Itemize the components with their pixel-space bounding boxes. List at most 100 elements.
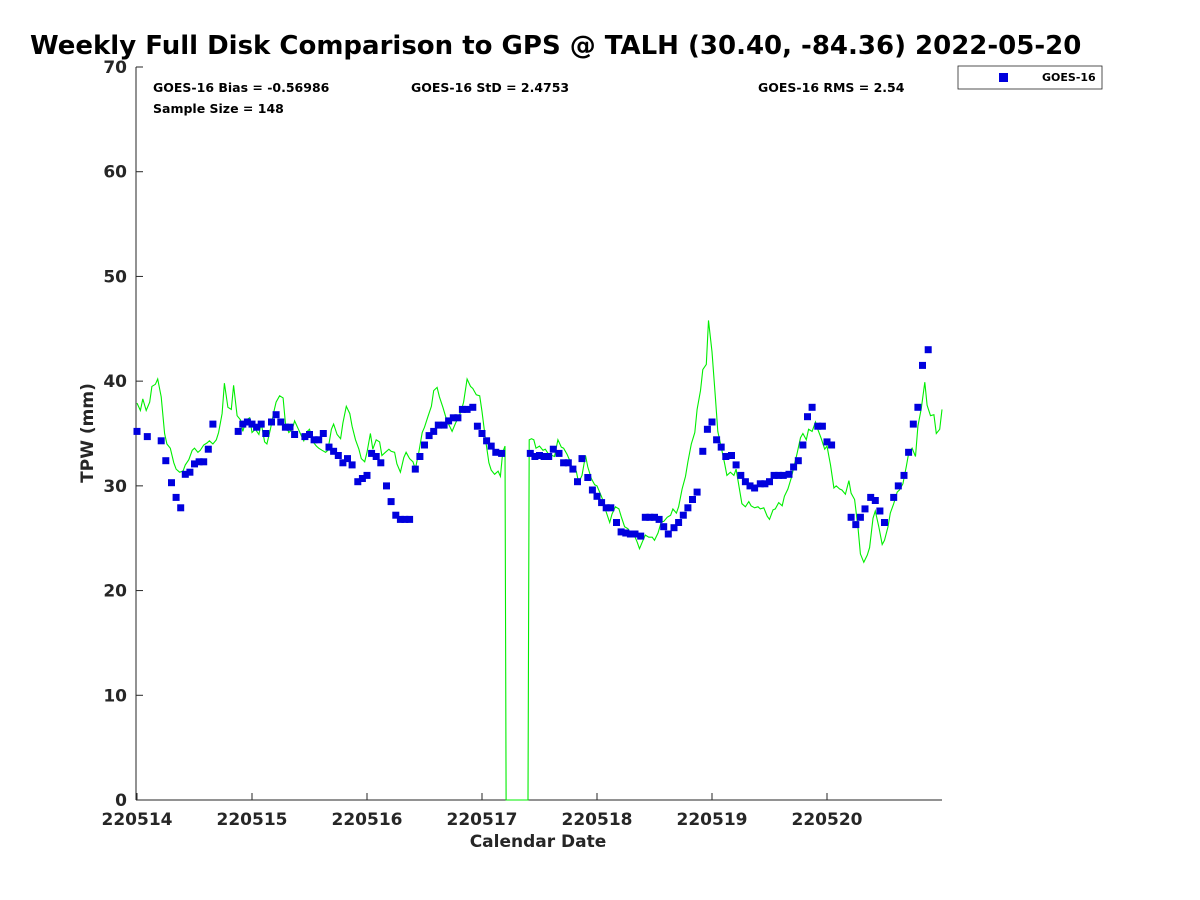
goes16-point (794, 457, 802, 465)
goes16-point (651, 513, 658, 521)
goes16-point (689, 496, 696, 503)
goes16-point (818, 422, 826, 430)
goes16-point (368, 449, 376, 457)
goes16-point (262, 430, 270, 437)
goes16-point (578, 455, 586, 463)
goes16-point (268, 418, 275, 426)
goes16-point (756, 480, 764, 488)
goes16-point (641, 513, 649, 521)
goes16-point (890, 493, 898, 501)
goes16-point (746, 482, 754, 490)
goes16-point (617, 528, 625, 536)
goes16-point (396, 515, 404, 523)
y-tick-label: 30 (103, 477, 127, 497)
goes16-point (411, 465, 419, 473)
goes16-point (191, 460, 198, 468)
goes16-point (766, 478, 773, 486)
goes16-point (574, 478, 581, 486)
goes16-point (909, 420, 917, 428)
goes16-point (291, 431, 299, 438)
goes16-point (234, 427, 242, 435)
x-tick-label: 220517 (447, 810, 518, 830)
goes16-point (306, 431, 313, 438)
goes16-point (406, 515, 414, 523)
y-ticks: 0 10 20 30 40 50 60 70 (103, 58, 143, 811)
goes16-point (871, 497, 879, 504)
goes16-point (775, 471, 783, 479)
goes16-point (315, 436, 323, 444)
goes16-point (631, 530, 639, 538)
goes16-point (401, 515, 409, 523)
x-tick-label: 220519 (677, 810, 748, 830)
goes16-point (847, 513, 855, 521)
goes16-point (655, 515, 663, 523)
goes16-point (626, 530, 634, 538)
goes16-point (905, 448, 913, 456)
goes16-point (622, 529, 630, 537)
x-tick-label: 220520 (792, 810, 863, 830)
goes16-point (162, 457, 170, 465)
goes16-point (392, 511, 400, 519)
goes16-point (741, 478, 749, 486)
goes16-point (613, 519, 620, 526)
goes16-point (348, 461, 356, 469)
goes16-point (310, 436, 318, 444)
goes16-point (478, 430, 486, 437)
goes16-point (828, 441, 836, 449)
goes16-point (181, 470, 189, 478)
goes16-point (277, 418, 285, 426)
goes16-point (569, 465, 577, 473)
stat-sample-size: Sample Size = 148 (153, 101, 284, 116)
goes16-point (487, 442, 495, 450)
goes16-point (440, 421, 448, 429)
goes16-point (526, 449, 534, 457)
legend-box (957, 65, 1103, 90)
goes16-point (286, 423, 294, 431)
goes16-point (679, 511, 687, 519)
goes16-point (545, 453, 553, 460)
goes16-point (584, 474, 592, 481)
goes16-point (598, 499, 606, 507)
y-tick-label: 60 (103, 163, 127, 183)
goes16-point (876, 507, 884, 515)
goes16-point (588, 486, 596, 494)
goes16-point (804, 413, 811, 421)
goes16-point (737, 471, 745, 479)
y-tick-label: 20 (103, 582, 127, 602)
y-tick-label: 70 (103, 58, 127, 78)
goes16-point (421, 441, 428, 449)
goes16-point (637, 532, 645, 540)
legend-marker-goes16 (999, 73, 1008, 82)
goes16-point (483, 437, 491, 445)
goes16-point (358, 475, 366, 482)
goes16-point (330, 447, 338, 455)
goes16-point (531, 453, 539, 460)
series-layer (133, 320, 943, 801)
goes16-point (717, 443, 725, 451)
x-tick-label: 220514 (102, 810, 173, 830)
goes16-point (209, 420, 217, 428)
goes16-point (434, 421, 442, 429)
goes16-point (243, 418, 251, 426)
goes16-point (549, 445, 557, 453)
goes16-point (463, 405, 471, 413)
goes16-point (699, 447, 707, 455)
goes16-point (722, 453, 730, 460)
goes16-point (861, 505, 869, 513)
goes16-point (354, 478, 362, 486)
goes16-point (751, 484, 759, 492)
goes16-point (143, 433, 151, 441)
x-tick-label: 220516 (332, 810, 403, 830)
stat-rms: GOES-16 RMS = 2.54 (758, 80, 905, 95)
goes16-point (387, 498, 395, 506)
goes16-point (560, 459, 568, 467)
goes16-point (325, 443, 333, 451)
goes16-point (894, 482, 902, 490)
goes16-point (204, 445, 212, 453)
goes16-point (536, 452, 543, 459)
stat-bias: GOES-16 Bias = -0.56986 (153, 80, 330, 95)
goes16-point (770, 471, 778, 479)
goes16-point (239, 420, 247, 428)
goes16-point (664, 530, 672, 538)
goes16-point (881, 519, 888, 526)
